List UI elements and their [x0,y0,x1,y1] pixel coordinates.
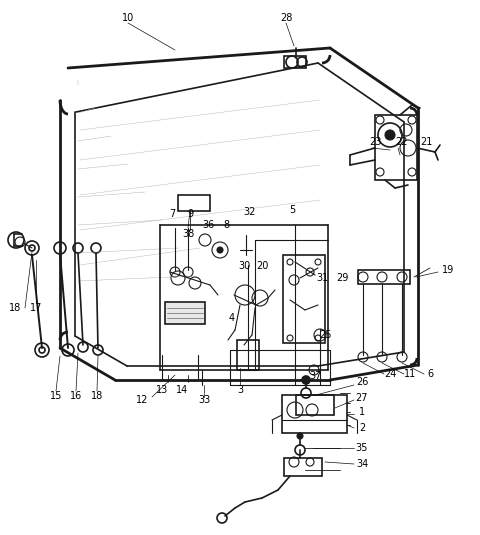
Text: 2: 2 [359,423,365,433]
Text: 25: 25 [319,330,331,340]
Circle shape [385,130,395,140]
Text: 10: 10 [122,13,134,23]
Text: 24: 24 [384,369,396,379]
Bar [375,115,417,180]
Bar [358,270,410,284]
Text: 8: 8 [223,220,229,230]
Text: 4: 4 [229,313,235,323]
Text: 37: 37 [310,371,322,381]
Bar [284,458,322,476]
Text: 18: 18 [91,391,103,401]
Bar [296,395,334,415]
Text: 20: 20 [256,261,268,271]
Text: 28: 28 [280,13,292,23]
Text: 30: 30 [238,261,250,271]
Text: 32: 32 [244,207,256,217]
Bar [282,395,347,433]
Text: 35: 35 [356,443,368,453]
Text: 12: 12 [136,395,148,405]
Text: 11: 11 [404,369,416,379]
Text: 19: 19 [442,265,454,275]
Text: 34: 34 [356,459,368,469]
Text: 1: 1 [359,407,365,417]
Text: 17: 17 [30,303,42,313]
Text: 38: 38 [182,229,194,239]
Bar [178,195,210,211]
Text: 14: 14 [176,385,188,395]
Bar [165,302,205,324]
Text: 31: 31 [316,273,328,283]
Text: 18: 18 [9,303,21,313]
Text: 27: 27 [356,393,368,403]
Text: 7: 7 [169,209,175,219]
Text: 9: 9 [187,209,193,219]
Text: 5: 5 [289,205,295,215]
Text: 22: 22 [396,137,408,147]
Text: 15: 15 [50,391,62,401]
Text: 36: 36 [202,220,214,230]
Text: 23: 23 [369,137,381,147]
Text: 33: 33 [198,395,210,405]
Text: 29: 29 [336,273,348,283]
Bar [284,56,306,68]
Bar [237,340,259,370]
Text: 13: 13 [156,385,168,395]
Circle shape [217,247,223,253]
Circle shape [297,433,303,439]
Text: 26: 26 [356,377,368,387]
Text: 6: 6 [427,369,433,379]
Text: 3: 3 [237,385,243,395]
Text: 16: 16 [70,391,82,401]
Circle shape [302,376,310,384]
Bar [283,255,325,343]
Text: 21: 21 [420,137,432,147]
